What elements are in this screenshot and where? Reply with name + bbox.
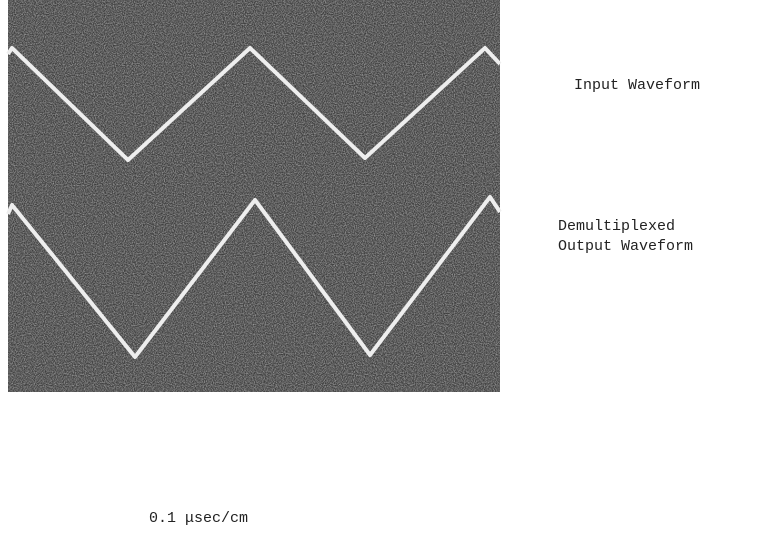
page: Input Waveform Demultiplexed Output Wave… [0, 0, 773, 531]
trace-label: Input Waveform [574, 77, 700, 94]
screen-grain [8, 0, 500, 392]
oscilloscope-photo [8, 0, 500, 392]
figure: Input Waveform Demultiplexed Output Wave… [0, 0, 773, 531]
trace-label: Demultiplexed [558, 218, 675, 235]
caption: 0.1 μsec/cm [149, 510, 248, 527]
trace-label: Output Waveform [558, 238, 693, 255]
